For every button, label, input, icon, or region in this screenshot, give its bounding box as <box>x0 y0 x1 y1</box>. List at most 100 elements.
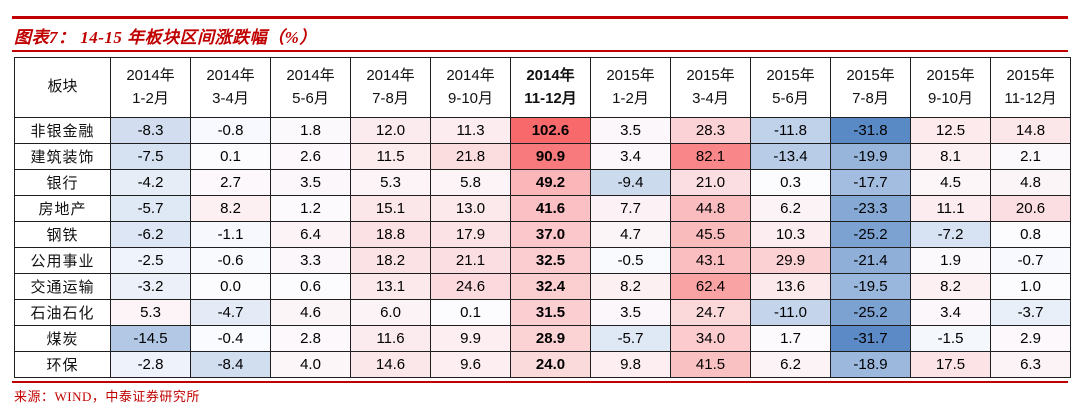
heatmap-cell: 49.2 <box>510 169 591 196</box>
row-label: 石油石化 <box>14 299 111 326</box>
heatmap-cell: 4.0 <box>270 351 351 378</box>
heatmap-cell: -31.8 <box>830 117 911 144</box>
table-header-row: 板块 2014年 1-2月 2014年 3-4月 2014年 5-6月 2014年 7-8月 2… <box>14 57 1071 118</box>
table-row: 环保 -2.8 -8.4 4.0 14.6 9.6 24.0 9.8 41.5 6.2 -18.9 1… <box>14 351 1071 378</box>
row-label: 银行 <box>14 169 111 196</box>
heatmap-table: 板块 2014年 1-2月 2014年 3-4月 2014年 5-6月 2014年 7-8月 2… <box>14 57 1071 378</box>
heatmap-cell: 2.7 <box>190 169 271 196</box>
heatmap-cell: 21.0 <box>670 169 751 196</box>
heatmap-cell: 0.3 <box>750 169 831 196</box>
heatmap-cell: 8.2 <box>910 273 991 300</box>
heatmap-cell: 2.9 <box>990 325 1071 352</box>
heatmap-cell: 9.6 <box>430 351 511 378</box>
heatmap-cell: 2.6 <box>270 143 351 170</box>
heatmap-cell: 43.1 <box>670 247 751 274</box>
heatmap-cell: 11.3 <box>430 117 511 144</box>
heatmap-cell: 6.0 <box>350 299 431 326</box>
corner-label: 板块 <box>14 57 111 118</box>
row-label: 环保 <box>14 351 111 378</box>
heatmap-cell: 62.4 <box>670 273 751 300</box>
heatmap-cell: -17.7 <box>830 169 911 196</box>
table-row: 公用事业 -2.5 -0.6 3.3 18.2 21.1 32.5 -0.5 43.1 29.9-… <box>14 247 1071 274</box>
heatmap-cell: -7.2 <box>910 221 991 248</box>
heatmap-cell: 17.5 <box>910 351 991 378</box>
heatmap-cell: 14.6 <box>350 351 431 378</box>
heatmap-cell: -31.7 <box>830 325 911 352</box>
heatmap-cell: 0.1 <box>190 143 271 170</box>
heatmap-cell: -3.2 <box>110 273 191 300</box>
table-header: 板块 2014年 1-2月 2014年 3-4月 2014年 5-6月 2014年 7-8月 2… <box>14 57 1071 118</box>
heatmap-cell: 5.3 <box>350 169 431 196</box>
heatmap-cell: 12.5 <box>910 117 991 144</box>
heatmap-cell: 41.6 <box>510 195 591 222</box>
column-header: 2015年 3-4月 <box>670 57 751 118</box>
heatmap-cell: 11.5 <box>350 143 431 170</box>
heatmap-cell: 2.1 <box>990 143 1071 170</box>
heatmap-cell: -25.2 <box>830 221 911 248</box>
heatmap-cell: -3.7 <box>990 299 1071 326</box>
heatmap-cell: -8.3 <box>110 117 191 144</box>
heatmap-cell: 44.8 <box>670 195 751 222</box>
heatmap-cell: 17.9 <box>430 221 511 248</box>
heatmap-cell: 6.3 <box>990 351 1071 378</box>
heatmap-cell: 3.5 <box>270 169 351 196</box>
heatmap-cell: -14.5 <box>110 325 191 352</box>
row-label: 煤炭 <box>14 325 111 352</box>
heatmap-cell: -1.5 <box>910 325 991 352</box>
heatmap-cell: 10.3 <box>750 221 831 248</box>
heatmap-cell: 1.2 <box>270 195 351 222</box>
heatmap-cell: 0.6 <box>270 273 351 300</box>
heatmap-cell: -4.2 <box>110 169 191 196</box>
row-label: 钢铁 <box>14 221 111 248</box>
heatmap-cell: -5.7 <box>590 325 671 352</box>
heatmap-cell: 45.5 <box>670 221 751 248</box>
heatmap-cell: -18.9 <box>830 351 911 378</box>
heatmap-cell: -19.5 <box>830 273 911 300</box>
heatmap-cell: 34.0 <box>670 325 751 352</box>
column-header: 2014年 1-2月 <box>110 57 191 118</box>
table-body: 非银金融 -8.3 -0.8 1.8 12.0 11.3 102.6 3.5 28.3 -11.8… <box>14 117 1071 378</box>
heatmap-cell: 0.1 <box>430 299 511 326</box>
heatmap-cell: 18.8 <box>350 221 431 248</box>
heatmap-cell: -0.7 <box>990 247 1071 274</box>
heatmap-cell: 41.5 <box>670 351 751 378</box>
column-header: 2015年 1-2月 <box>590 57 671 118</box>
heatmap-cell: 29.9 <box>750 247 831 274</box>
heatmap-cell: -2.5 <box>110 247 191 274</box>
heatmap-cell: 21.1 <box>430 247 511 274</box>
heatmap-cell: 14.8 <box>990 117 1071 144</box>
heatmap-cell: 6.4 <box>270 221 351 248</box>
heatmap-cell: -19.9 <box>830 143 911 170</box>
heatmap-cell: 31.5 <box>510 299 591 326</box>
column-header: 2014年 3-4月 <box>190 57 271 118</box>
heatmap-cell: 32.5 <box>510 247 591 274</box>
heatmap-cell: 13.1 <box>350 273 431 300</box>
heatmap-cell: 11.1 <box>910 195 991 222</box>
heatmap-cell: 3.4 <box>910 299 991 326</box>
table-row: 建筑装饰 -7.5 0.1 2.6 11.5 21.8 90.9 3.4 82.1 -13.4 -1… <box>14 143 1071 170</box>
top-divider <box>12 16 1068 19</box>
heatmap-cell: 24.0 <box>510 351 591 378</box>
heatmap-cell: -13.4 <box>750 143 831 170</box>
heatmap-cell: -8.4 <box>190 351 271 378</box>
column-header: 2015年 11-12月 <box>990 57 1071 118</box>
heatmap-cell: 4.8 <box>990 169 1071 196</box>
table-row: 石油石化 5.3 -4.7 4.6 6.0 0.1 31.5 3.5 24.7 -11.0 -25.… <box>14 299 1071 326</box>
heatmap-cell: 24.6 <box>430 273 511 300</box>
heatmap-cell: 11.6 <box>350 325 431 352</box>
column-header: 2015年 7-8月 <box>830 57 911 118</box>
table-row: 非银金融 -8.3 -0.8 1.8 12.0 11.3 102.6 3.5 28.3 -11.8… <box>14 117 1071 144</box>
heatmap-cell: -0.6 <box>190 247 271 274</box>
row-label: 交通运输 <box>14 273 111 300</box>
title-divider <box>12 50 1068 52</box>
heatmap-cell: -25.2 <box>830 299 911 326</box>
heatmap-cell: -0.4 <box>190 325 271 352</box>
table-row: 交通运输 -3.2 0.0 0.6 13.1 24.6 32.4 8.2 62.4 13.6 -19… <box>14 273 1071 300</box>
heatmap-cell: 32.4 <box>510 273 591 300</box>
heatmap-cell: 3.5 <box>590 117 671 144</box>
heatmap-cell: 3.5 <box>590 299 671 326</box>
heatmap-cell: 8.2 <box>190 195 271 222</box>
heatmap-cell: 4.5 <box>910 169 991 196</box>
column-header: 2014年 11-12月 <box>510 57 591 118</box>
